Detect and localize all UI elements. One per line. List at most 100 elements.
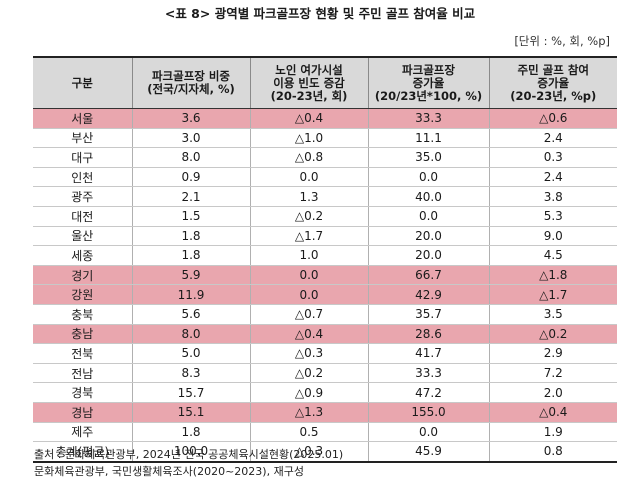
participation-cell: 2.4 — [488, 128, 617, 149]
facility-change-cell: △0.2 — [249, 206, 368, 227]
region-cell: 대전 — [33, 206, 132, 227]
growth-cell: 45.9 — [367, 441, 489, 462]
share-cell: 15.7 — [131, 382, 250, 403]
growth-cell: 20.0 — [367, 226, 489, 247]
growth-cell: 41.7 — [367, 343, 489, 364]
facility-change-cell: 0.0 — [249, 284, 368, 305]
header-line: 증가율 — [537, 75, 570, 90]
growth-cell: 0.0 — [367, 206, 489, 227]
region-cell: 부산 — [33, 128, 132, 149]
growth-cell: 33.3 — [367, 108, 489, 129]
share-cell: 2.1 — [131, 186, 250, 207]
participation-cell: △0.2 — [488, 324, 617, 345]
region-cell: 총계(평균) — [55, 444, 110, 459]
growth-cell: 66.7 — [367, 265, 489, 286]
region-cell: 강원 — [33, 284, 132, 305]
participation-cell: 5.3 — [488, 206, 617, 227]
region-cell: 제주 — [33, 422, 132, 443]
region-cell: 충북 — [33, 304, 132, 325]
header-line: 증가율 — [412, 75, 445, 90]
region-cell: 인천 — [33, 167, 132, 188]
facility-change-cell: 1.3 — [249, 186, 368, 207]
header-line: (20/23년*100, %) — [374, 88, 483, 103]
growth-cell: 155.0 — [367, 402, 489, 423]
source-line-1: 출처 : 문화체육관광부, 2024년 전국 공공체육시설현황(2025.01) — [34, 448, 344, 461]
facility-change-cell: △1.0 — [249, 128, 368, 149]
unit-label: [단위 : %, 회, %p] — [514, 34, 610, 48]
participation-cell: 2.4 — [488, 167, 617, 188]
participation-cell: 4.5 — [488, 245, 617, 266]
share-cell: 1.8 — [131, 422, 250, 443]
region-cell: 대구 — [33, 147, 132, 168]
header-line: 이용 빈도 증감 — [273, 75, 345, 90]
participation-cell: 0.8 — [488, 441, 617, 462]
region-cell: 전북 — [33, 343, 132, 364]
share-cell: 11.9 — [131, 284, 250, 305]
region-cell: 경기 — [33, 265, 132, 286]
table-row: 부산 3.0 △1.0 11.1 2.4 — [33, 128, 617, 149]
region-cell: 경북 — [33, 382, 132, 403]
growth-cell: 28.6 — [367, 324, 489, 345]
growth-cell: 20.0 — [367, 245, 489, 266]
share-cell: 8.3 — [131, 363, 250, 384]
table-row: 충북 5.6 △0.7 35.7 3.5 — [33, 304, 617, 325]
growth-cell: 47.2 — [367, 382, 489, 403]
header-category: 구분 — [33, 57, 132, 109]
share-cell: 1.5 — [131, 206, 250, 227]
region-cell: 울산 — [33, 226, 132, 247]
header-line: (전국/지자체, %) — [147, 82, 235, 96]
facility-change-cell: △1.7 — [249, 226, 368, 247]
facility-change-cell: 0.0 — [249, 167, 368, 188]
header-parkgolf-share: 파크골프장 비중 (전국/지자체, %) — [131, 57, 250, 109]
share-cell: 5.9 — [131, 265, 250, 286]
share-cell: 1.8 — [131, 245, 250, 266]
region-cell: 광주 — [33, 186, 132, 207]
facility-change-cell: 0.0 — [249, 265, 368, 286]
share-cell: 5.0 — [131, 343, 250, 364]
header-parkgolf-growth: 파크골프장 증가율 (20/23년*100, %) — [367, 57, 489, 109]
share-cell: 100.0 — [131, 441, 250, 462]
header-line: 주민 골프 참여 — [517, 62, 590, 77]
table-body: 서울 3.6 △0.4 33.3 △0.6 부산 3.0 △1.0 11.1 2.4 대구 8.0 △0… — [33, 108, 617, 462]
header-line: (20-23년, 회) — [270, 88, 348, 103]
table-header-row: 구분 파크골프장 비중 (전국/지자체, %) 노인 여가시설 이용 빈도 증감 (20-… — [33, 57, 617, 109]
growth-cell: 40.0 — [367, 186, 489, 207]
table-row: 전남 8.3 △0.2 33.3 7.2 — [33, 363, 617, 384]
facility-change-cell: △0.3 — [249, 343, 368, 364]
table-title: <표 8> 광역별 파크골프장 현황 및 주민 골프 참여율 비교 — [164, 6, 476, 21]
participation-cell: 0.3 — [488, 147, 617, 168]
facility-change-cell: 0.5 — [249, 422, 368, 443]
participation-cell: 2.9 — [488, 343, 617, 364]
table-row: 경남 15.1 △1.3 155.0 △0.4 — [33, 402, 617, 423]
growth-cell: 35.0 — [367, 147, 489, 168]
growth-cell: 35.7 — [367, 304, 489, 325]
facility-change-cell: △0.4 — [249, 324, 368, 345]
header-line: 파크골프장 — [402, 62, 455, 77]
growth-cell: 42.9 — [367, 284, 489, 305]
table-row: 총계(평균) 100.0 △0.3 45.9 0.8 — [33, 441, 617, 462]
share-cell: 1.8 — [131, 226, 250, 247]
header-line: 노인 여가시설 — [275, 62, 343, 77]
facility-change-cell: △0.2 — [249, 363, 368, 384]
table-row: 충남 8.0 △0.4 28.6 △0.2 — [33, 324, 617, 345]
participation-cell: △0.6 — [488, 108, 617, 129]
participation-cell: △1.8 — [488, 265, 617, 286]
facility-change-cell: △0.8 — [249, 147, 368, 168]
facility-change-cell: △0.3 — [249, 441, 368, 462]
facility-change-cell: △0.7 — [249, 304, 368, 325]
region-cell: 서울 — [33, 108, 132, 129]
table-row: 세종 1.8 1.0 20.0 4.5 — [33, 245, 617, 266]
region-cell: 경남 — [33, 402, 132, 423]
growth-cell: 0.0 — [367, 167, 489, 188]
table-row: 대구 8.0 △0.8 35.0 0.3 — [33, 147, 617, 168]
header-line: 구분 — [71, 75, 93, 90]
header-line: 파크골프장 비중 — [151, 69, 231, 83]
header-golf-participation-change: 주민 골프 참여 증가율 (20-23년, %p) — [488, 57, 617, 109]
participation-cell: 3.5 — [488, 304, 617, 325]
facility-change-cell: △0.4 — [249, 108, 368, 129]
growth-cell: 11.1 — [367, 128, 489, 149]
source-line-2: 문화체육관광부, 국민생활체육조사(2020~2023), 재구성 — [34, 465, 304, 478]
facility-change-cell: 1.0 — [249, 245, 368, 266]
region-cell: 전남 — [33, 363, 132, 384]
participation-cell: 1.9 — [488, 422, 617, 443]
